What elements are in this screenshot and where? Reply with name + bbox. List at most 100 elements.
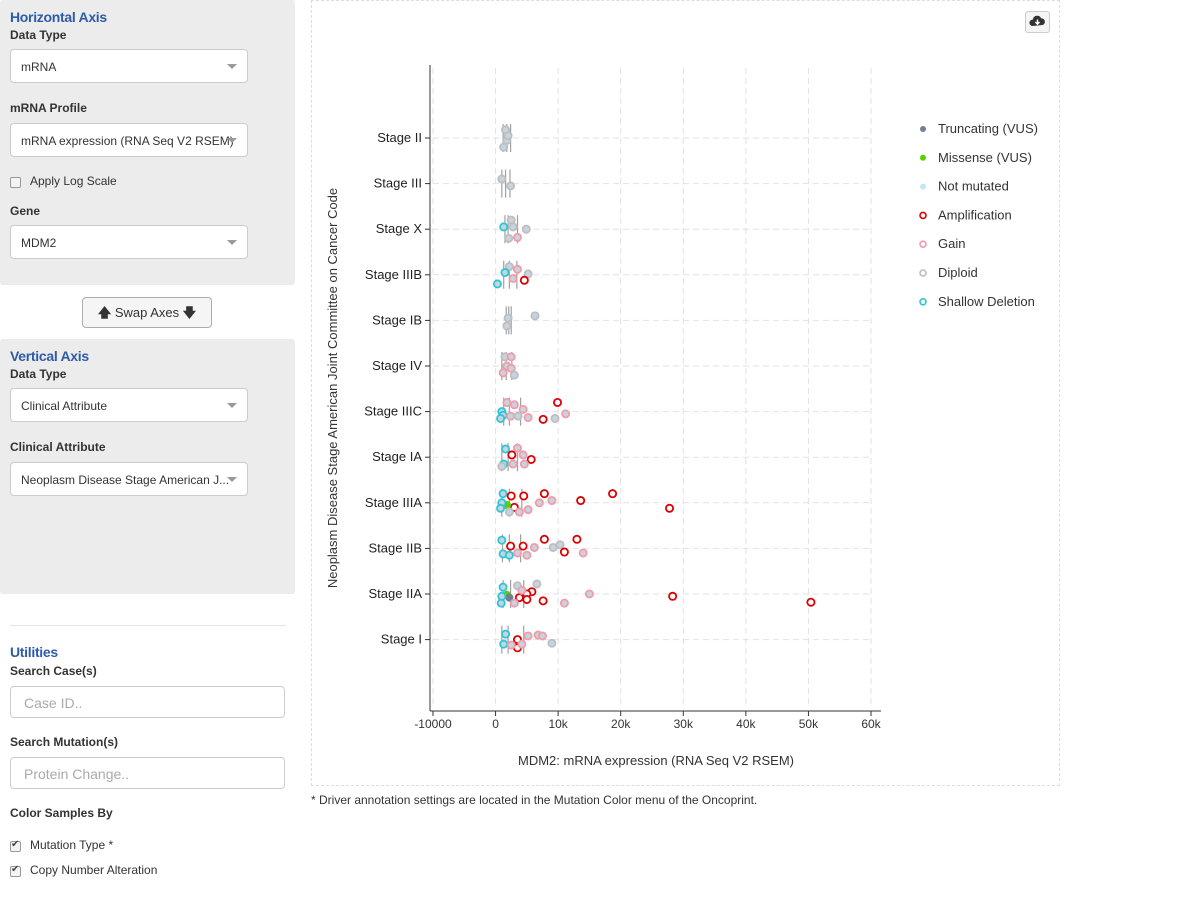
h-profile-select[interactable]: mRNA expression (RNA Seq V2 RSEM) <box>10 123 248 157</box>
h-data-type-select[interactable]: mRNA <box>10 49 248 83</box>
data-point[interactable] <box>538 414 548 424</box>
data-point[interactable] <box>499 222 509 232</box>
data-point[interactable] <box>523 413 533 423</box>
data-point[interactable] <box>538 596 548 606</box>
data-point[interactable] <box>499 142 509 152</box>
legend-item[interactable]: Not mutated <box>920 179 1009 194</box>
data-point[interactable] <box>806 597 816 607</box>
data-point[interactable] <box>553 397 563 407</box>
legend-item[interactable]: Diploid <box>919 265 978 280</box>
data-point[interactable] <box>513 411 523 421</box>
data-point[interactable] <box>496 503 506 513</box>
data-point[interactable] <box>522 550 532 560</box>
legend-item[interactable]: Shallow Deletion <box>919 294 1035 309</box>
search-cases-input[interactable] <box>22 688 276 718</box>
data-point[interactable] <box>506 411 516 421</box>
data-point[interactable] <box>497 174 507 184</box>
data-point[interactable] <box>506 363 516 373</box>
data-point[interactable] <box>512 443 522 453</box>
data-point[interactable] <box>665 503 675 513</box>
data-point[interactable] <box>504 507 514 517</box>
data-point[interactable] <box>506 541 516 551</box>
data-point[interactable] <box>503 313 513 323</box>
search-cases-field[interactable] <box>10 686 285 718</box>
data-point[interactable] <box>521 224 531 234</box>
data-point[interactable] <box>518 404 528 414</box>
data-point[interactable] <box>555 540 565 550</box>
data-point[interactable] <box>504 262 514 272</box>
data-point[interactable] <box>512 264 522 274</box>
data-point[interactable] <box>518 541 528 551</box>
cna-checkbox[interactable] <box>10 864 21 877</box>
v-data-type-select[interactable]: Clinical Attribute <box>10 388 248 422</box>
data-point[interactable] <box>526 454 536 464</box>
legend-item[interactable]: Truncating (VUS) <box>920 121 1038 136</box>
data-point[interactable] <box>522 594 532 604</box>
log-scale-checkbox[interactable] <box>10 177 21 188</box>
data-point[interactable] <box>497 591 507 601</box>
data-point[interactable] <box>503 131 513 141</box>
data-point[interactable] <box>523 269 533 279</box>
data-point[interactable] <box>497 461 507 471</box>
data-point[interactable] <box>498 582 508 592</box>
v-attribute-select[interactable]: Neoplasm Disease Stage American J... <box>10 462 248 496</box>
h-gene-select[interactable]: MDM2 <box>10 225 248 259</box>
data-point[interactable] <box>504 233 514 243</box>
data-point[interactable] <box>508 222 518 232</box>
data-point[interactable] <box>506 640 516 650</box>
data-point[interactable] <box>509 598 519 608</box>
data-point[interactable] <box>501 629 511 639</box>
data-point[interactable] <box>501 444 511 454</box>
data-point[interactable] <box>506 491 516 501</box>
data-point[interactable] <box>529 542 539 552</box>
data-point[interactable] <box>506 352 516 362</box>
data-point[interactable] <box>508 459 518 469</box>
data-point[interactable] <box>502 397 512 407</box>
search-mutations-field[interactable] <box>10 757 285 789</box>
data-point[interactable] <box>534 498 544 508</box>
data-point[interactable] <box>517 639 527 649</box>
data-point[interactable] <box>668 591 678 601</box>
data-point[interactable] <box>519 275 529 285</box>
data-point[interactable] <box>532 579 542 589</box>
data-point[interactable] <box>509 370 519 380</box>
data-point[interactable] <box>497 535 507 545</box>
data-point[interactable] <box>530 311 540 321</box>
data-point[interactable] <box>547 638 557 648</box>
data-point[interactable] <box>506 181 516 191</box>
data-point[interactable] <box>507 450 517 460</box>
data-point[interactable] <box>523 631 533 641</box>
data-point[interactable] <box>514 507 524 517</box>
data-point[interactable] <box>498 489 508 499</box>
data-point[interactable] <box>504 550 514 560</box>
data-point[interactable] <box>537 631 547 641</box>
data-point[interactable] <box>608 489 618 499</box>
data-point[interactable] <box>519 491 529 501</box>
legend-item[interactable]: Gain <box>919 236 965 251</box>
data-point[interactable] <box>539 489 549 499</box>
data-point[interactable] <box>512 548 522 558</box>
search-mutations-input[interactable] <box>22 759 276 789</box>
data-point[interactable] <box>492 279 502 289</box>
data-point[interactable] <box>498 368 508 378</box>
data-point[interactable] <box>578 548 588 558</box>
data-point[interactable] <box>509 400 519 410</box>
legend-item[interactable]: Amplification <box>919 207 1012 222</box>
data-point[interactable] <box>500 268 510 278</box>
data-point[interactable] <box>518 450 528 460</box>
data-point[interactable] <box>539 534 549 544</box>
data-point[interactable] <box>559 547 569 557</box>
data-point[interactable] <box>550 413 560 423</box>
data-point[interactable] <box>508 273 518 283</box>
mutation-type-checkbox[interactable] <box>10 839 21 852</box>
data-point[interactable] <box>576 496 586 506</box>
data-point[interactable] <box>523 505 533 515</box>
data-point[interactable] <box>519 459 529 469</box>
legend-item[interactable]: Missense (VUS) <box>920 150 1032 165</box>
data-point[interactable] <box>561 409 571 419</box>
data-point[interactable] <box>502 321 512 331</box>
data-point[interactable] <box>584 589 594 599</box>
data-point[interactable] <box>512 232 522 242</box>
data-point[interactable] <box>499 639 509 649</box>
data-point[interactable] <box>517 585 527 595</box>
